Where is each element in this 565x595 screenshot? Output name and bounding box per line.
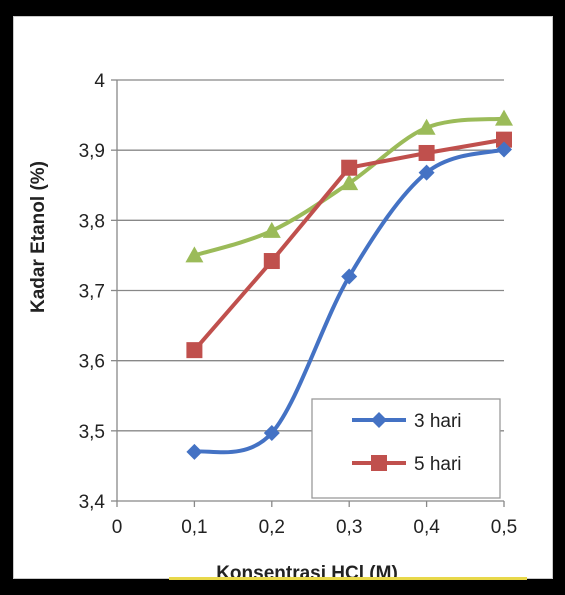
legend-label: 5 hari (414, 454, 462, 475)
x-tick-label: 0,4 (413, 517, 440, 538)
data-point-diamond (418, 164, 435, 181)
data-point-triangle (417, 118, 436, 135)
data-point-diamond (263, 424, 280, 441)
data-point-diamond (496, 141, 512, 158)
y-tick-label: 3,7 (79, 282, 105, 303)
y-axis-label: Kadar Etanol (%) (28, 161, 49, 313)
legend-box (311, 398, 501, 499)
chart-panel: 3,4 3,5 3,6 3,7 3,8 3,9 4 0 0,1 0,2 0,3 0,4 0,5 Kons… (13, 16, 553, 580)
legend-marker (371, 455, 387, 471)
legend-label: 3 hari (414, 411, 462, 432)
ethanol-chart: 3,4 3,5 3,6 3,7 3,8 3,9 4 0 0,1 0,2 0,3 0,4 0,5 Kons… (28, 71, 527, 580)
axes (111, 79, 505, 507)
legend: 3 hari 5 hari (311, 398, 501, 499)
data-point-triangle (262, 221, 281, 238)
legend-marker (371, 412, 387, 428)
x-tick-label: 0,5 (491, 517, 517, 538)
tick-labels: 3,4 3,5 3,6 3,7 3,8 3,9 4 0 0,1 0,2 0,3 0,4 0,5 (79, 71, 518, 538)
series-markers (185, 109, 513, 460)
highlight-bar (169, 577, 527, 580)
data-point-triangle (340, 174, 359, 191)
x-axis-label: Konsentrasi HCl (M) (216, 563, 398, 580)
y-tick-label: 3,5 (79, 422, 105, 443)
y-tick-label: 3,6 (79, 352, 105, 373)
y-tick-label: 3,9 (79, 141, 105, 162)
grid-lines (117, 79, 504, 432)
data-point-square (186, 342, 203, 359)
y-tick-label: 3,4 (79, 492, 106, 513)
data-point-triangle (185, 246, 204, 263)
x-tick-label: 0 (112, 517, 123, 538)
data-point-triangle (495, 109, 513, 126)
data-point-square (263, 253, 280, 270)
y-tick-label: 3,8 (79, 211, 105, 232)
data-point-diamond (186, 443, 203, 460)
data-point-diamond (341, 268, 358, 285)
x-tick-label: 0,2 (259, 517, 285, 538)
data-point-square (418, 144, 435, 161)
y-tick-label: 4 (94, 71, 105, 92)
x-tick-label: 0,3 (336, 517, 362, 538)
data-point-square (496, 131, 512, 148)
data-point-square (341, 159, 358, 176)
x-tick-label: 0,1 (181, 517, 207, 538)
